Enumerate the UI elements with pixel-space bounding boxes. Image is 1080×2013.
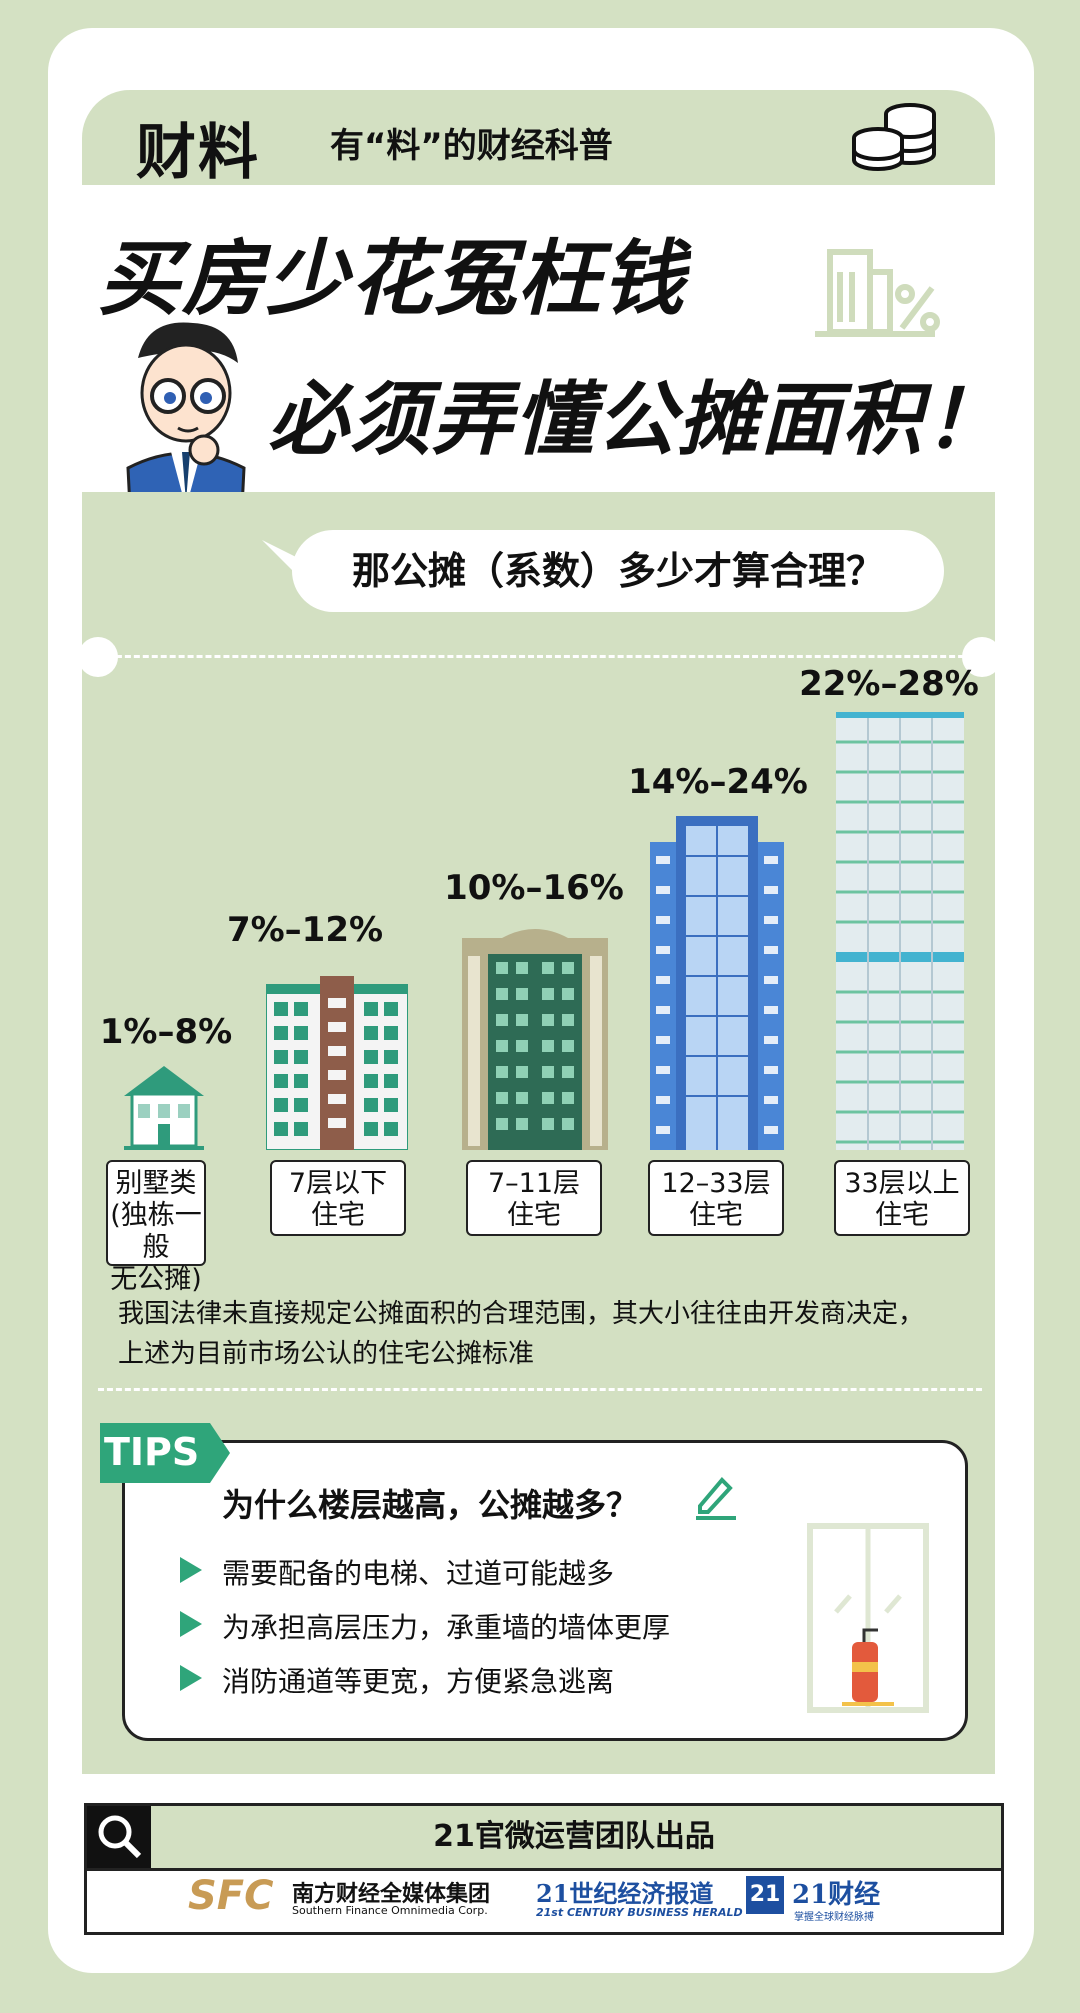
- low-rise-building: [266, 976, 408, 1150]
- brand-tagline: 有“料”的财经科普: [330, 126, 613, 166]
- tips-tag-label: TIPS: [104, 1430, 200, 1474]
- label-low-rise-line1: 7层以下: [288, 1168, 388, 1199]
- coins-icon: [852, 103, 936, 171]
- label-super-high-rise: 33层以上 住宅: [834, 1160, 970, 1236]
- sfc-logo-sub: Southern Finance Omnimedia Corp.: [292, 1904, 488, 1917]
- label-villa: 别墅类 (独栋一般 无公摊): [106, 1160, 206, 1295]
- label-mid-rise-line1: 7–11层: [487, 1168, 581, 1199]
- label-villa-line1: 别墅类: [115, 1168, 197, 1199]
- bullet-arrow-icon: [180, 1557, 202, 1583]
- footer-title: 21官微运营团队出品: [433, 1819, 715, 1854]
- villa-building: [124, 1066, 204, 1150]
- label-super-high-rise-line2: 住宅: [875, 1200, 929, 1231]
- brand-logo: 财料: [136, 118, 260, 188]
- footer-title-bar: 21官微运营团队出品: [87, 1806, 1001, 1871]
- bullet-arrow-icon: [180, 1665, 202, 1691]
- 21cj-logo-mark: 21: [746, 1876, 784, 1914]
- super-high-rise-building: [836, 712, 964, 1150]
- high-rise-building: [650, 816, 784, 1150]
- label-high-rise-line2: 住宅: [689, 1200, 743, 1231]
- main-title-line2: 必须弄懂公摊面积！: [268, 373, 1006, 466]
- dashed-divider-2: [98, 1388, 982, 1391]
- tip-item-3: 消防通道等更宽，方便紧急逃离: [222, 1665, 615, 1698]
- label-high-rise-line1: 12–33层: [661, 1168, 771, 1199]
- pct-super-high-rise: 22%–28%: [799, 664, 979, 704]
- sfc-logo-mark: SFC: [188, 1873, 274, 1919]
- pct-high-rise: 14%–24%: [628, 762, 808, 802]
- tips-title: 为什么楼层越高，公摊越多？: [222, 1486, 639, 1524]
- label-super-high-rise-line1: 33层以上: [844, 1168, 960, 1199]
- label-low-rise-line2: 住宅: [311, 1200, 365, 1231]
- tips-box: [122, 1440, 968, 1741]
- legal-note-line2: 上述为目前市场公认的住宅公摊标准: [118, 1339, 535, 1369]
- pct-mid-rise: 10%–16%: [444, 868, 624, 908]
- dashed-divider: [98, 655, 982, 658]
- mid-rise-building: [462, 929, 608, 1150]
- 21cj-logo-sub: 掌握全球财经脉搏: [794, 1912, 874, 1923]
- legal-note-line1: 我国法律未直接规定公摊面积的合理范围，其大小往往由开发商决定，: [118, 1299, 925, 1329]
- label-mid-rise: 7–11层 住宅: [466, 1160, 602, 1236]
- tip-item-2: 为承担高层压力，承重墙的墙体更厚: [222, 1611, 671, 1644]
- sfc-logo-name: 南方财经全媒体集团: [292, 1882, 491, 1907]
- tip-item-1: 需要配备的电梯、过道可能越多: [222, 1557, 615, 1590]
- pct-low-rise: 7%–12%: [226, 910, 384, 950]
- label-villa-line2: (独栋一般: [110, 1200, 202, 1263]
- herald-logo-sub: 21st CENTURY BUSINESS HERALD: [536, 1906, 743, 1919]
- ticket-notch-right: [962, 637, 1002, 677]
- label-villa-line3: 无公摊): [110, 1264, 202, 1295]
- tips-tag: [100, 1423, 230, 1483]
- building-percent-icon: [815, 249, 940, 337]
- search-icon: [87, 1806, 151, 1868]
- 21cj-logo-name: 21财经: [792, 1880, 881, 1910]
- fire-extinguisher-door-icon: [807, 1523, 929, 1713]
- herald-logo-name: 21世纪经济报道: [536, 1879, 714, 1908]
- pencil-icon: [696, 1477, 736, 1520]
- pct-villa: 1%–8%: [99, 1012, 233, 1052]
- question-text: 那公摊（系数）多少才算合理？: [351, 549, 884, 593]
- label-low-rise: 7层以下 住宅: [270, 1160, 406, 1236]
- legal-note: 我国法律未直接规定公摊面积的合理范围，其大小往往由开发商决定， 上述为目前市场公…: [118, 1294, 978, 1374]
- main-title-line1: 买房少花冤枉钱: [98, 232, 686, 327]
- label-high-rise: 12–33层 住宅: [648, 1160, 784, 1236]
- header-bar: [82, 90, 995, 185]
- bullet-arrow-icon: [180, 1611, 202, 1637]
- label-mid-rise-line2: 住宅: [507, 1200, 561, 1231]
- footer: 21官微运营团队出品: [84, 1803, 1004, 1935]
- question-bubble: 那公摊（系数）多少才算合理？: [292, 530, 944, 612]
- ticket-notch-left: [78, 637, 118, 677]
